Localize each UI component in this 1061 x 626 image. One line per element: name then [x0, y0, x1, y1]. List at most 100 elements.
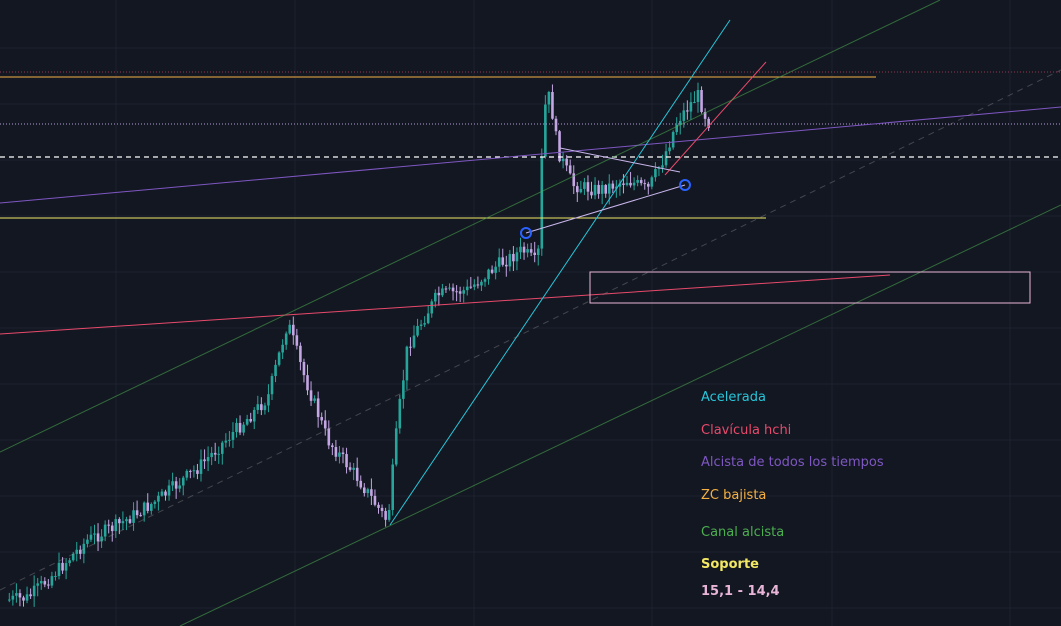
candle-body [600, 185, 604, 194]
candle-body [128, 519, 132, 523]
candle-body [299, 345, 302, 362]
candle-body [682, 110, 686, 121]
candle-body [68, 560, 71, 564]
candle-body [675, 124, 678, 133]
candle-body [25, 594, 29, 601]
candle-body [79, 549, 82, 554]
legend: Acelerada Clavícula hchi Alcista de todos … [701, 390, 884, 599]
candle-body [270, 376, 274, 395]
candle-body [522, 246, 526, 253]
candle-body [529, 249, 533, 253]
candle-body [661, 165, 664, 168]
candle-body [121, 521, 125, 524]
candle-body [185, 470, 189, 478]
candle-body [238, 422, 242, 433]
candle-body [348, 467, 352, 470]
candle-body [441, 288, 444, 296]
candle-body [235, 422, 238, 433]
canal-upper [0, 0, 941, 453]
candle-body [203, 459, 206, 462]
candle-body [561, 158, 565, 162]
candle-body [242, 424, 245, 433]
candle-body [217, 453, 221, 455]
candle-body [519, 246, 522, 253]
candle-body [284, 333, 288, 345]
candle-body [657, 167, 661, 170]
candle-body [632, 182, 636, 186]
candle-body [444, 288, 448, 290]
candle-body [245, 418, 249, 425]
candle-body [597, 184, 600, 194]
candle-body [363, 487, 366, 494]
canal-middle-dashed [0, 69, 1061, 591]
candles [8, 82, 710, 607]
candle-body [18, 593, 22, 598]
candle-body [434, 292, 437, 302]
candle-body [107, 524, 110, 526]
candle-body [544, 104, 547, 157]
candle-body [398, 398, 402, 429]
candle-body [192, 470, 196, 472]
candle-body [75, 549, 79, 554]
acelerada-line [389, 19, 731, 526]
candle-body [174, 481, 178, 489]
candle-body [153, 501, 157, 504]
candle-body [352, 467, 355, 470]
candle-body [327, 428, 331, 446]
candle-body [256, 404, 260, 410]
candle-body [355, 467, 359, 481]
candle-body [568, 165, 572, 174]
candle-body [22, 597, 25, 601]
candle-body [476, 284, 480, 286]
candle-body [313, 398, 316, 401]
candle-body [643, 183, 647, 185]
candle-body [402, 380, 405, 399]
candle-body [487, 269, 490, 280]
candle-body [15, 593, 18, 596]
candle-body [469, 286, 473, 288]
candle-body [458, 291, 462, 294]
candle-body [199, 459, 203, 474]
candle-body [139, 515, 142, 517]
candle-body [249, 418, 252, 422]
candle-body [405, 346, 409, 381]
candle-body [533, 252, 536, 256]
candle-body [639, 180, 643, 184]
candle-body [629, 182, 632, 186]
candle-body [536, 248, 540, 256]
legend-item-canal_alcista: Canal alcista [701, 525, 784, 540]
candle-body [462, 290, 465, 294]
candle-body [50, 576, 54, 586]
candle-body [423, 323, 426, 325]
candle-body [71, 553, 75, 561]
candle-body [576, 186, 579, 193]
candle-body [380, 507, 384, 511]
candle-body [490, 269, 494, 273]
clavicula-short-line [664, 61, 767, 176]
candle-body [366, 489, 370, 494]
candle-body [636, 180, 639, 183]
candle-body [323, 420, 327, 429]
candle-body [334, 447, 338, 457]
candle-body [508, 253, 512, 267]
clavicula-neckline [0, 274, 891, 335]
candle-body [331, 445, 334, 448]
candle-body [647, 183, 650, 187]
candle-body [693, 102, 696, 104]
candle-body [277, 352, 281, 365]
candle-body [689, 102, 693, 112]
candle-body [43, 581, 47, 585]
candle-body [558, 131, 561, 162]
candle-body [494, 266, 497, 273]
candle-body [338, 452, 341, 457]
candle-body [480, 281, 483, 286]
alcista-todos-line [0, 106, 1061, 204]
candle-body [302, 361, 306, 376]
candle-body [448, 287, 451, 289]
candle-body [11, 595, 15, 600]
candle-body [607, 183, 611, 194]
candle-body [664, 151, 668, 166]
